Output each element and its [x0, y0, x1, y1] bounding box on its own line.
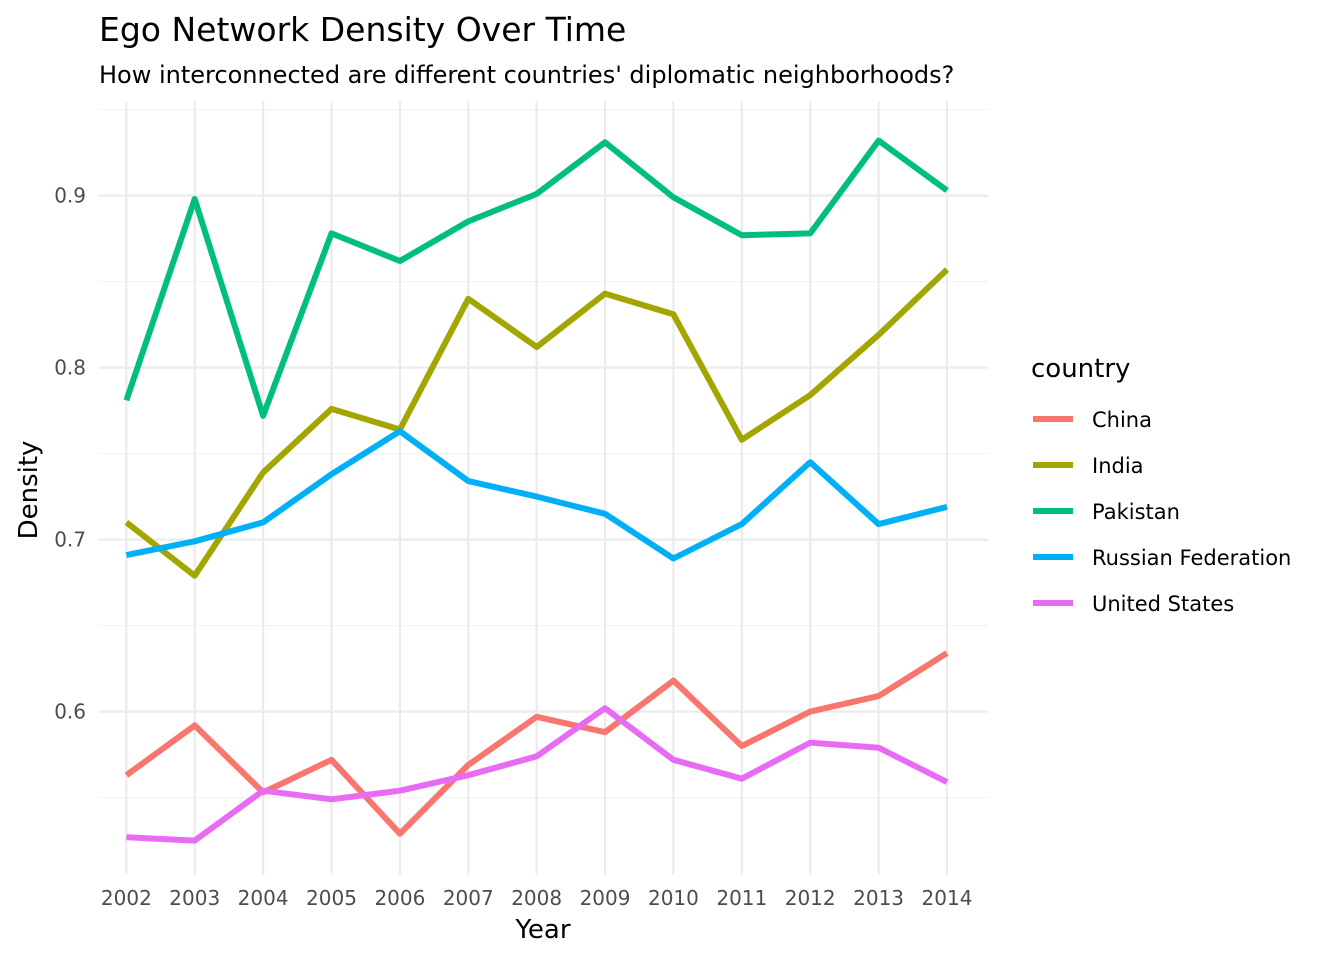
x-axis-ticks: 2002 2003 2004 2005 2006 2007 2008 2009 2010 2011… [101, 886, 973, 910]
legend-item-united-states: United States [1033, 592, 1234, 616]
y-tick-label: 0.8 [54, 356, 86, 380]
legend: country China India Pakistan Russian Federa… [1031, 354, 1291, 616]
y-tick-label: 0.7 [54, 528, 86, 552]
x-tick-label: 2013 [853, 886, 904, 910]
x-tick-label: 2008 [511, 886, 562, 910]
x-tick-label: 2005 [306, 886, 357, 910]
series-line-pakistan [123, 137, 949, 419]
x-tick-label: 2006 [374, 886, 425, 910]
legend-title: country [1031, 354, 1130, 384]
series-line-russian-federation [125, 428, 948, 562]
x-tick-label: 2009 [580, 886, 631, 910]
x-tick-label: 2002 [101, 886, 152, 910]
x-tick-label: 2003 [169, 886, 220, 910]
legend-item-china: China [1033, 408, 1152, 432]
y-axis-ticks: 0.6 0.7 0.8 0.9 [54, 184, 86, 724]
legend-label-united-states: United States [1092, 592, 1234, 616]
x-tick-label: 2010 [648, 886, 699, 910]
y-axis-title: Density [14, 441, 44, 540]
x-tick-label: 2011 [716, 886, 767, 910]
y-tick-label: 0.9 [54, 184, 86, 208]
legend-label-russian-federation: Russian Federation [1092, 546, 1291, 570]
grid [99, 101, 988, 875]
legend-item-russian-federation: Russian Federation [1033, 546, 1291, 570]
legend-label-pakistan: Pakistan [1092, 500, 1180, 524]
x-tick-label: 2004 [238, 886, 289, 910]
series-line-india [124, 267, 950, 579]
y-tick-label: 0.6 [54, 700, 86, 724]
x-tick-label: 2007 [443, 886, 494, 910]
x-axis-title: Year [514, 915, 570, 945]
legend-item-india: India [1033, 454, 1144, 478]
legend-label-india: India [1092, 454, 1144, 478]
legend-item-pakistan: Pakistan [1033, 500, 1180, 524]
x-tick-label: 2012 [785, 886, 836, 910]
chart-title: Ego Network Density Over Time [99, 10, 626, 49]
x-tick-label: 2014 [922, 886, 973, 910]
series-layer [123, 137, 950, 844]
legend-label-china: China [1092, 408, 1152, 432]
series-line-united-states [126, 705, 949, 844]
chart-subtitle: How interconnected are different countri… [99, 61, 954, 89]
